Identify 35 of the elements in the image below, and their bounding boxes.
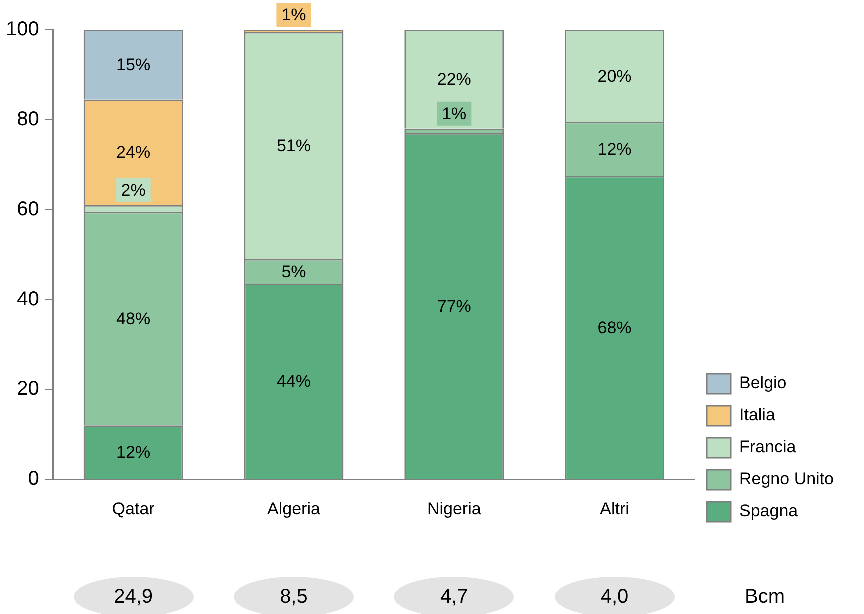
legend-label: Francia	[739, 438, 797, 457]
data-label: 2%	[121, 181, 146, 200]
text: 4,0	[600, 585, 630, 609]
x-tick-label: Altri	[600, 499, 630, 518]
y-tick-label: 40	[17, 288, 40, 310]
x-tick-label: Algeria	[268, 499, 321, 518]
legend-label: Spagna	[739, 502, 799, 521]
text: 24,9	[113, 585, 154, 609]
data-label: 44%	[276, 372, 311, 392]
data-label: 15%	[116, 56, 151, 75]
data-label: 12%	[598, 140, 632, 159]
y-tick-label: 20	[17, 378, 40, 400]
data-label: 1%	[282, 6, 306, 25]
data-label: 77%	[437, 296, 472, 316]
y-tick-label: 100	[6, 18, 40, 41]
data-label: 24%	[116, 143, 151, 162]
y-tick-label: 0	[28, 468, 40, 490]
text: Bcm	[744, 585, 785, 609]
x-tick-label: Qatar	[112, 499, 156, 518]
data-label: 5%	[282, 262, 306, 282]
y-tick-label: 80	[17, 108, 40, 130]
data-label: 68%	[598, 318, 632, 338]
data-label: 12%	[116, 443, 151, 462]
data-label: 48%	[116, 310, 151, 329]
legend-label: Italia	[739, 406, 776, 425]
text: 8,5	[279, 585, 309, 609]
legend-label: Belgio	[739, 374, 787, 393]
data-label: 20%	[598, 66, 632, 86]
data-label: 51%	[276, 136, 311, 156]
legend-label: Regno Unito	[739, 470, 834, 489]
y-tick-label: 60	[17, 198, 40, 220]
text: 4,7	[439, 585, 470, 609]
data-label: 1%	[442, 104, 467, 124]
data-label: 22%	[437, 70, 472, 90]
x-tick-label: Nigeria	[427, 499, 482, 518]
